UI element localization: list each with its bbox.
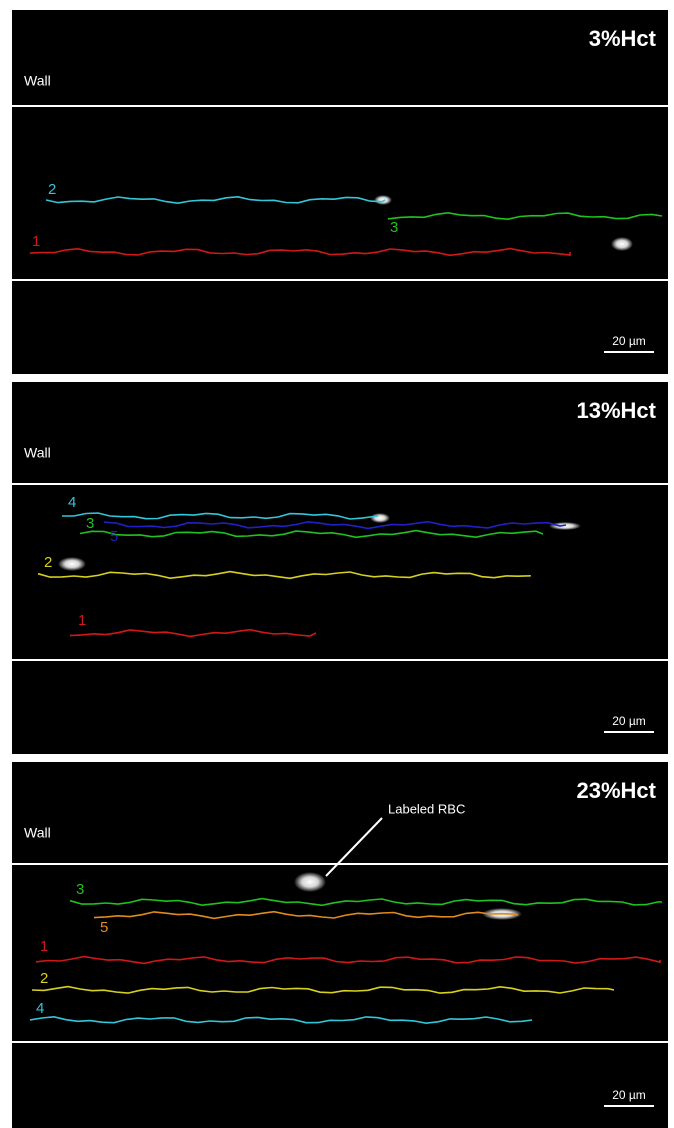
trace [35, 955, 661, 965]
trace [93, 910, 519, 920]
labeled-cell [611, 237, 633, 251]
trace-label: 2 [40, 970, 48, 987]
panel-background [12, 10, 668, 374]
trace-label: 3 [76, 881, 84, 898]
panel-background [12, 382, 668, 754]
trace-label: 5 [110, 528, 118, 545]
trace-label: 2 [44, 554, 52, 571]
wall-label: Wall [24, 825, 51, 841]
scale-bar-label: 20 µm [612, 334, 646, 348]
trace [69, 897, 663, 907]
labeled-cell [370, 513, 390, 523]
labeled-cell [374, 195, 392, 205]
wall-label: Wall [24, 73, 51, 89]
trace [103, 520, 567, 530]
panel-title: 23%Hct [577, 778, 657, 803]
trace-label: 2 [48, 181, 56, 198]
panel-title: 3%Hct [589, 26, 657, 51]
scale-bar-label: 20 µm [612, 1088, 646, 1102]
trace-label: 3 [86, 515, 94, 532]
trace-label: 1 [78, 612, 86, 629]
annotation: Labeled RBC [388, 801, 465, 816]
trace [29, 247, 571, 257]
trace-label: 5 [100, 919, 108, 936]
labeled-cell [294, 872, 326, 892]
labeled-cell [58, 557, 86, 571]
trace [45, 195, 386, 205]
wall-label: Wall [24, 445, 51, 461]
labeled-cell [549, 522, 581, 530]
annotation-pointer [325, 817, 383, 877]
trace [69, 628, 317, 638]
trace-label: 1 [40, 938, 48, 955]
trace-label: 3 [390, 219, 398, 236]
trace [37, 570, 531, 580]
panel-background [12, 762, 668, 1128]
trace-label: 4 [68, 494, 76, 511]
trace [62, 512, 379, 520]
trace [387, 211, 663, 221]
trace [79, 529, 544, 539]
scale-bar-label: 20 µm [612, 714, 646, 728]
trace-label: 1 [32, 233, 40, 250]
panel-title: 13%Hct [577, 398, 657, 423]
trace [29, 1015, 533, 1025]
trace [31, 985, 615, 994]
trace-label: 4 [36, 1000, 44, 1017]
